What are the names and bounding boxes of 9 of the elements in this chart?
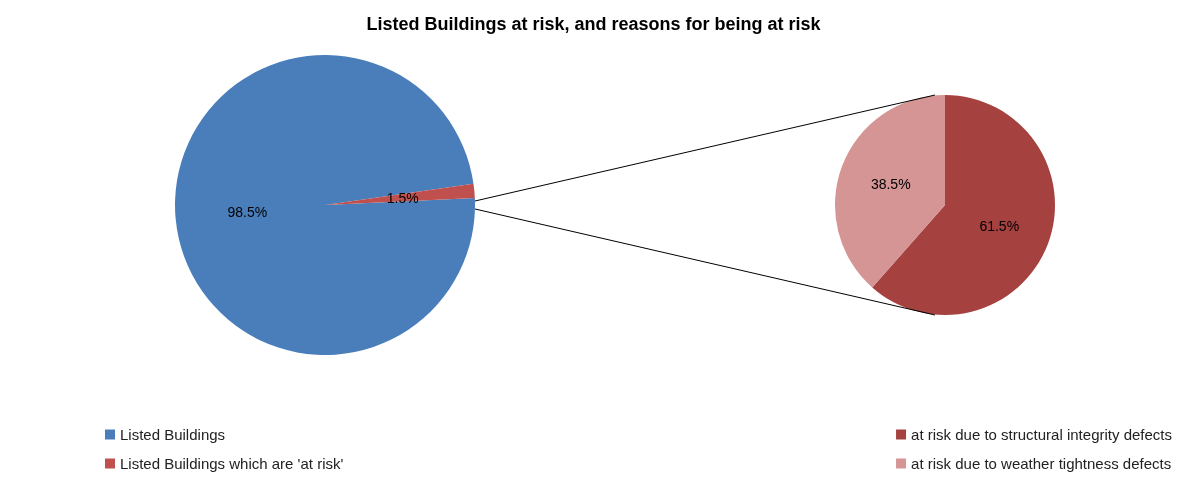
text: Listed Buildings at risk, and reasons for being at risk <box>366 14 822 34</box>
data-label: 38.5% <box>870 176 911 193</box>
legend-label: at risk due to weather tightness defects <box>911 455 1172 472</box>
legend-label: Listed Buildings <box>120 426 226 443</box>
legend-label: at risk due to structural integrity defects <box>911 426 1173 443</box>
data-label: 1.5% <box>386 189 419 206</box>
data-label: 98.5% <box>227 204 268 221</box>
legend-label: Listed Buildings which are 'at risk' <box>120 455 344 472</box>
data-label: 61.5% <box>979 217 1020 234</box>
